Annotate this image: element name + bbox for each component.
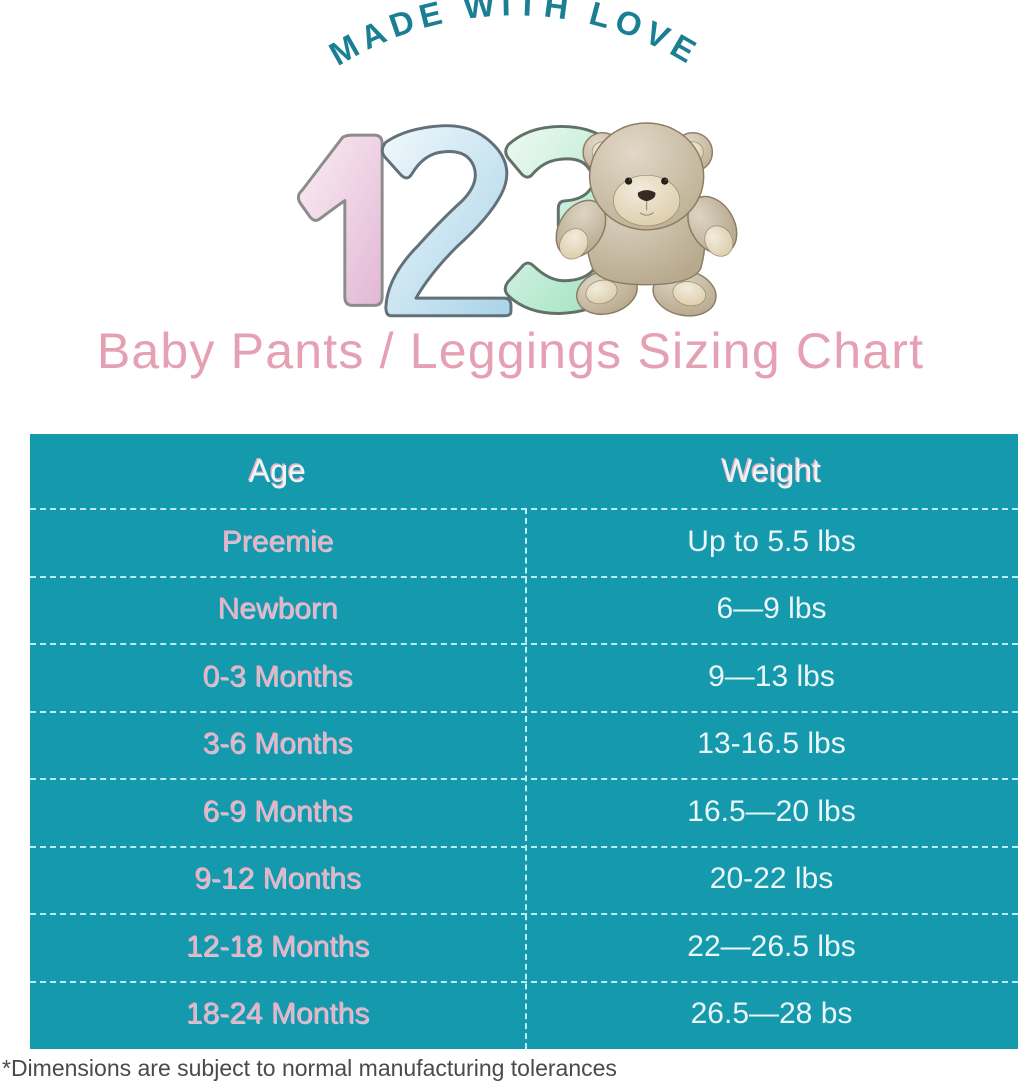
svg-text:MADE WITH LOVE: MADE WITH LOVE (323, 0, 707, 73)
